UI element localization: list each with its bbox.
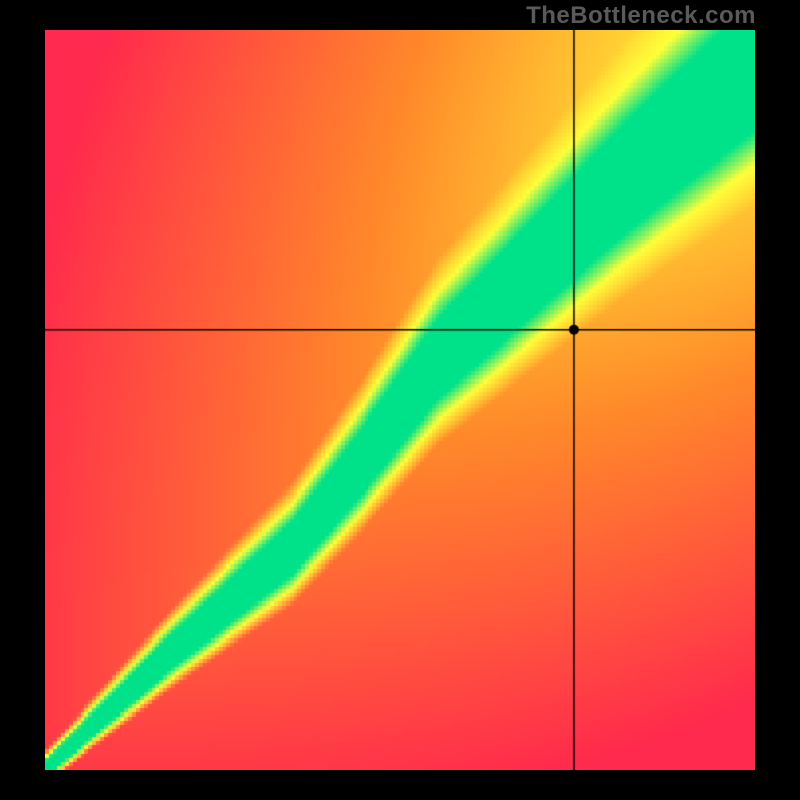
watermark-text: TheBottleneck.com [526, 2, 756, 30]
bottleneck-heatmap [45, 30, 755, 770]
chart-container: TheBottleneck.com [0, 0, 800, 800]
